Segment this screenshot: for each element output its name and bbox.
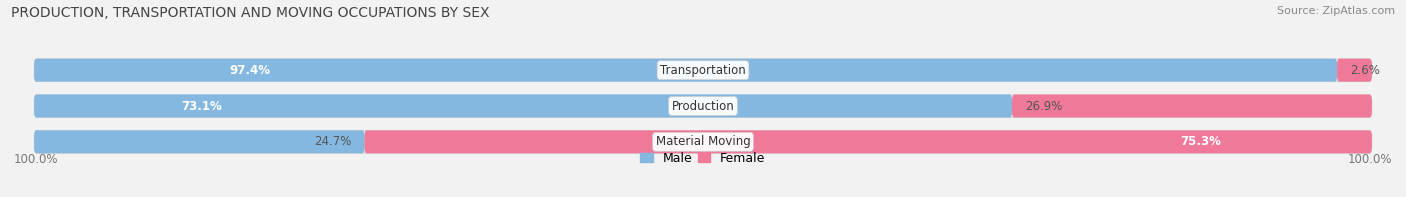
Text: Material Moving: Material Moving [655,135,751,148]
FancyBboxPatch shape [34,59,1337,82]
FancyBboxPatch shape [1012,95,1372,117]
Text: 2.6%: 2.6% [1351,64,1381,77]
Text: Transportation: Transportation [661,64,745,77]
Text: 100.0%: 100.0% [14,152,59,165]
Text: PRODUCTION, TRANSPORTATION AND MOVING OCCUPATIONS BY SEX: PRODUCTION, TRANSPORTATION AND MOVING OC… [11,6,489,20]
FancyBboxPatch shape [34,95,1012,117]
Text: 75.3%: 75.3% [1180,135,1220,148]
FancyBboxPatch shape [1337,59,1372,82]
Text: 24.7%: 24.7% [314,135,352,148]
Text: 100.0%: 100.0% [1347,152,1392,165]
Text: 97.4%: 97.4% [229,64,270,77]
Text: 73.1%: 73.1% [181,99,222,112]
FancyBboxPatch shape [34,59,1372,82]
Text: Production: Production [672,99,734,112]
FancyBboxPatch shape [34,130,1372,153]
Text: Source: ZipAtlas.com: Source: ZipAtlas.com [1277,6,1395,16]
Text: 26.9%: 26.9% [1025,99,1063,112]
Legend: Male, Female: Male, Female [641,152,765,165]
FancyBboxPatch shape [364,130,1372,153]
FancyBboxPatch shape [34,95,1372,117]
FancyBboxPatch shape [34,130,364,153]
